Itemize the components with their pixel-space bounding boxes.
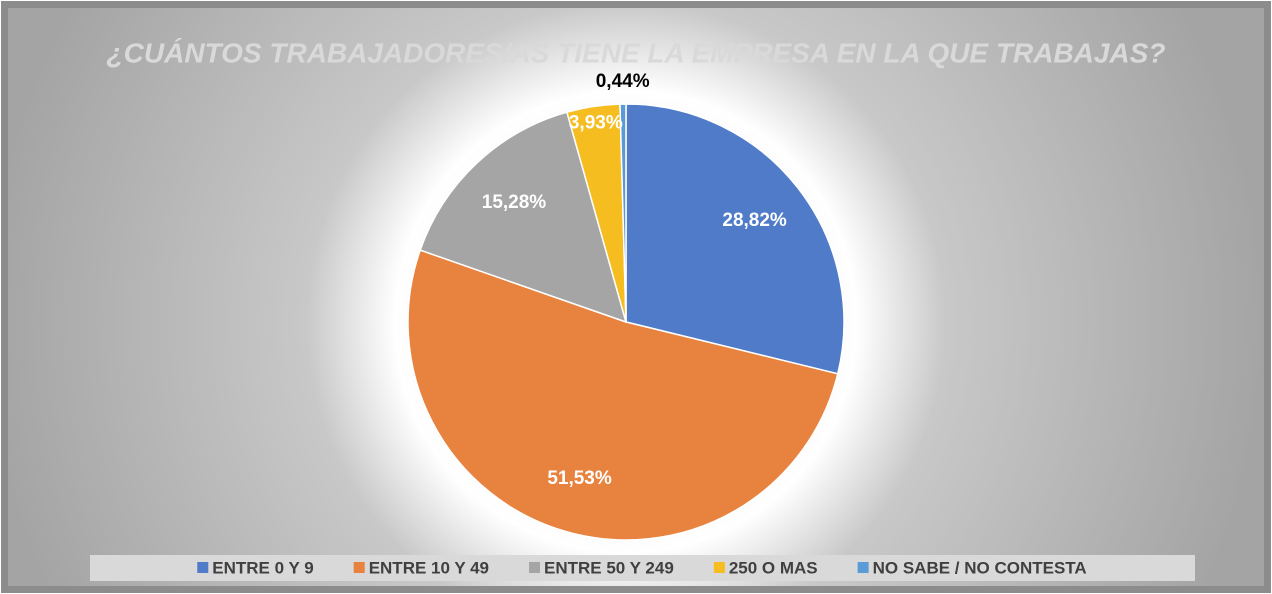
pie-slice [407, 249, 839, 541]
legend-swatch [353, 562, 365, 573]
legend-label: NO SABE / NO CONTESTA [873, 558, 1087, 577]
data-label: 15,28% [482, 192, 547, 213]
legend-label: ENTRE 10 Y 49 [369, 558, 489, 577]
pie-slice [619, 103, 627, 323]
legend-swatch [197, 562, 209, 573]
data-label: 0,44% [596, 71, 650, 92]
legend-label: ENTRE 50 Y 249 [544, 558, 674, 577]
pie-slice [625, 103, 845, 375]
legend-swatch [857, 562, 869, 573]
chart-title: ¿CUÁNTOS TRABAJADORES/AS TIENE LA EMPRES… [107, 37, 1166, 68]
legend-label: ENTRE 0 Y 9 [212, 558, 313, 577]
legend-background [90, 555, 1195, 581]
data-label: 28,82% [722, 210, 787, 231]
legend-swatch [529, 562, 541, 573]
data-label: 3,93% [569, 113, 623, 134]
data-label: 51,53% [547, 468, 612, 489]
pie-slice [419, 111, 628, 324]
legend-swatch [713, 562, 725, 573]
legend-label: 250 O MAS [729, 558, 818, 577]
